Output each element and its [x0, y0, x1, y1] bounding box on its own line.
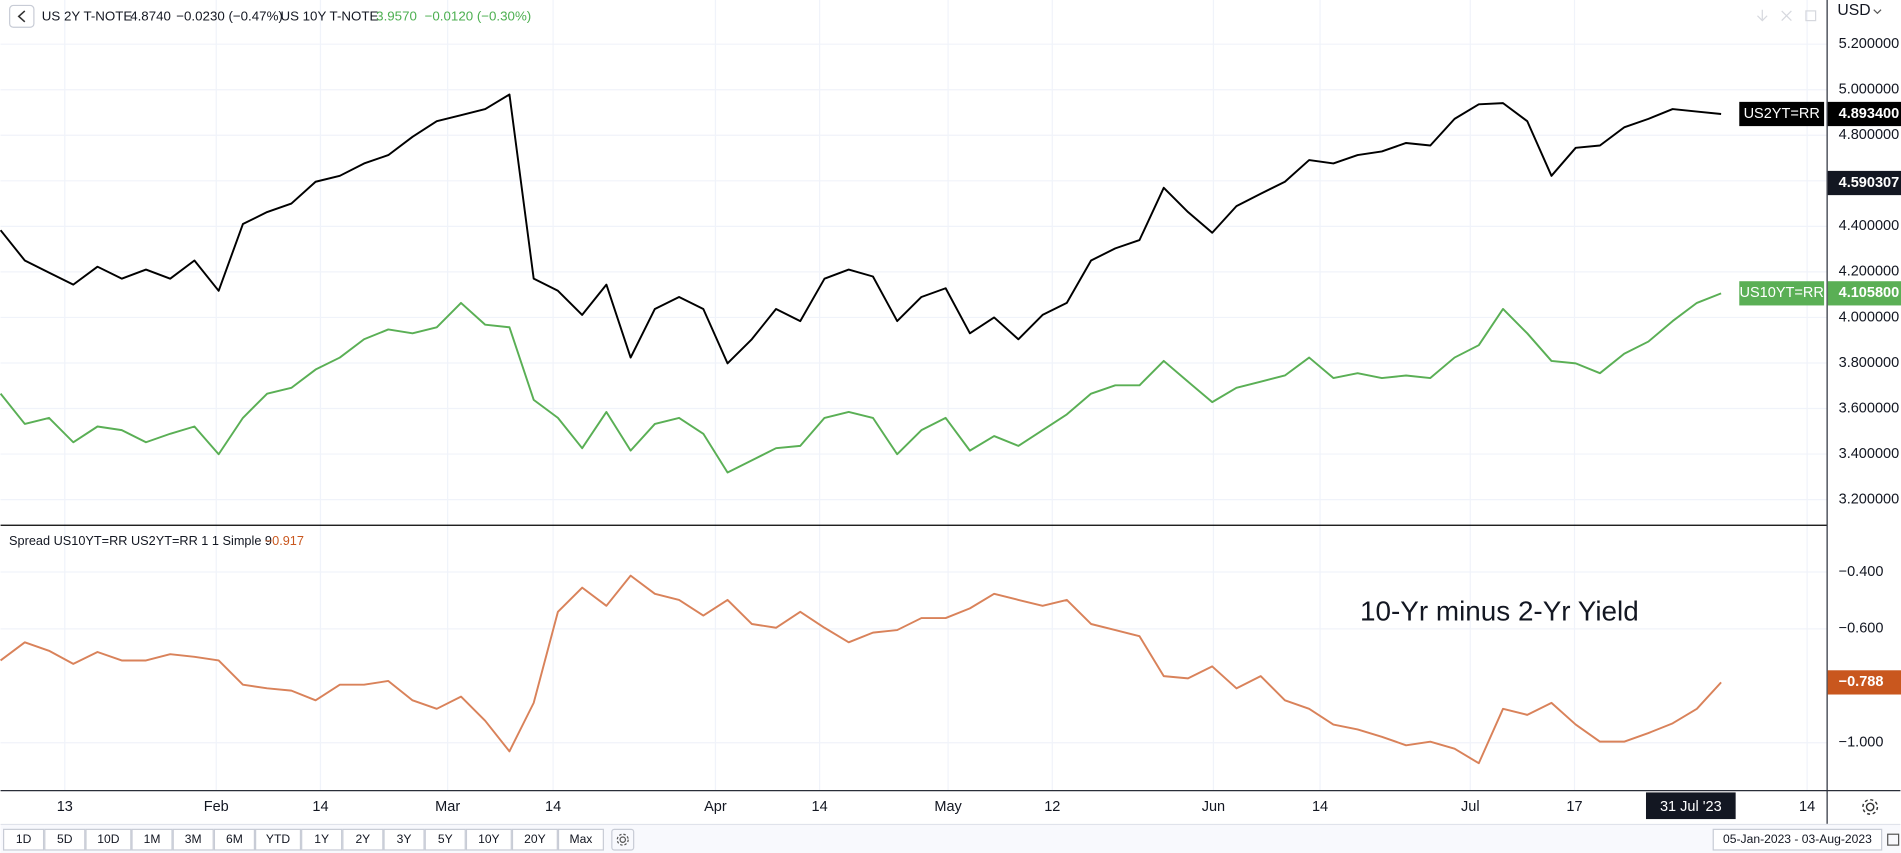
quote-change: −0.0120 (−0.30%) [425, 8, 532, 23]
y-tick-label: 4.400000 [1839, 218, 1900, 234]
x-tick-label: Feb [204, 799, 229, 815]
annotation: 10-Yr minus 2-Yr Yield [1360, 595, 1639, 626]
range-label: 10D [97, 832, 119, 846]
range-button[interactable] [213, 828, 256, 851]
x-tick-label: Apr [704, 799, 727, 815]
y-tick-label: 3.400000 [1839, 446, 1900, 462]
series-line [0, 574, 1722, 765]
range-label: 5D [57, 832, 73, 846]
header-icons [1757, 9, 1817, 22]
range-button[interactable] [424, 828, 466, 851]
y-tick-label: 3.800000 [1839, 355, 1900, 371]
range-label: 1M [144, 832, 161, 846]
series-tag: US2YT=RR [1744, 106, 1820, 122]
range-label: YTD [266, 832, 290, 846]
x-tick-label: 13 [57, 799, 73, 815]
y-tick-label: 5.200000 [1839, 36, 1900, 52]
range-button[interactable] [131, 828, 173, 851]
cursor-label-bg [1645, 792, 1736, 820]
range-button[interactable] [557, 828, 604, 851]
last-price-bg [1827, 101, 1901, 127]
y-tick-label: 3.600000 [1839, 400, 1900, 416]
range-button[interactable] [85, 828, 132, 851]
series-line [0, 292, 1722, 474]
range-button[interactable] [44, 828, 86, 851]
range-label: 20Y [524, 832, 546, 846]
x-tick-label: 17 [1566, 799, 1582, 815]
currency[interactable]: USD [1837, 2, 1870, 19]
y-tick-label: 4.200000 [1839, 264, 1900, 280]
quote-change: −0.0230 (−0.47%) [176, 8, 283, 23]
price-marker-bg [1827, 170, 1901, 196]
y-tick-label: 4.800000 [1839, 127, 1900, 143]
range-label: 5Y [438, 832, 453, 846]
series-tag-bg [1739, 101, 1825, 127]
x-tick-label: Mar [435, 799, 460, 815]
range-button[interactable] [172, 828, 214, 851]
x-tick-label: May [934, 799, 962, 815]
range-label: 3M [185, 832, 202, 846]
range-label: Max [570, 832, 593, 846]
y-tick-label: −0.400 [1839, 564, 1884, 580]
quote-price: 3.9570 [376, 8, 417, 23]
y-tick-label: 5.000000 [1839, 82, 1900, 98]
back-icon [17, 10, 26, 23]
range-button[interactable] [383, 828, 425, 851]
range-button[interactable] [255, 828, 302, 851]
x-tick-label: 14 [1312, 799, 1328, 815]
range-label: 1Y [314, 832, 329, 846]
range-label: 1D [16, 832, 32, 846]
y-tick-label: −0.600 [1839, 621, 1884, 637]
x-tick-label: Jul [1461, 799, 1480, 815]
last-price-bg [1827, 670, 1901, 695]
legend-text: Spread US10YT=RR US2YT=RR 1 1 Simple 9 [9, 533, 272, 548]
x-tick-label: 12 [1044, 799, 1060, 815]
grid [0, 0, 1827, 790]
legend-value: −0.917 [265, 533, 304, 548]
x-tick-label: 14 [312, 799, 328, 815]
range-button[interactable] [342, 828, 384, 851]
back-button[interactable] [9, 4, 35, 28]
date-range: 05-Jan-2023 - 03-Aug-2023 [1723, 832, 1872, 846]
currency-caret [1873, 9, 1882, 15]
settings-icon[interactable] [1862, 798, 1879, 815]
last-price-bg [1827, 281, 1901, 306]
series-line [0, 93, 1722, 365]
last-price: 4.105800 [1839, 285, 1900, 301]
y-tick-label: 4.000000 [1839, 309, 1900, 325]
range-button[interactable] [511, 828, 558, 851]
y-tick-label: 3.200000 [1839, 491, 1900, 507]
series-tag-bg [1739, 281, 1825, 306]
last-price: 4.893400 [1839, 106, 1900, 122]
quote-price: 4.8740 [130, 8, 171, 23]
x-tick-label: 14 [545, 799, 561, 815]
series-tag: US10YT=RR [1740, 285, 1824, 301]
price-marker: 4.590307 [1839, 175, 1900, 191]
range-button[interactable] [2, 828, 45, 851]
date-range-box[interactable] [1712, 828, 1883, 851]
range-label: 3Y [397, 832, 412, 846]
x-tick-label: 14 [1799, 799, 1815, 815]
toolbar-settings[interactable] [611, 828, 635, 851]
range-label: 10Y [478, 832, 500, 846]
range-button[interactable] [301, 828, 343, 851]
x-tick-label: 14 [812, 799, 828, 815]
range-label: 6M [226, 832, 243, 846]
range-label: 2Y [355, 832, 370, 846]
toolbar: 1D 5D 10D 1M 3M 6M YTD 1Y 2Y 3Y 5Y 10Y 20Y Max [2, 828, 604, 851]
lines [0, 93, 1722, 765]
range-button[interactable] [465, 828, 512, 851]
quote-name: US 10Y T-NOTE [280, 8, 378, 23]
cursor-label: 31 Jul '23 [1660, 799, 1722, 815]
y-tick-label: −1.000 [1839, 735, 1884, 751]
x-tick-label: Jun [1202, 799, 1225, 815]
quote-name: US 2Y T-NOTE [42, 8, 133, 23]
last-price: −0.788 [1839, 674, 1884, 690]
calendar-icon[interactable] [1887, 833, 1900, 846]
